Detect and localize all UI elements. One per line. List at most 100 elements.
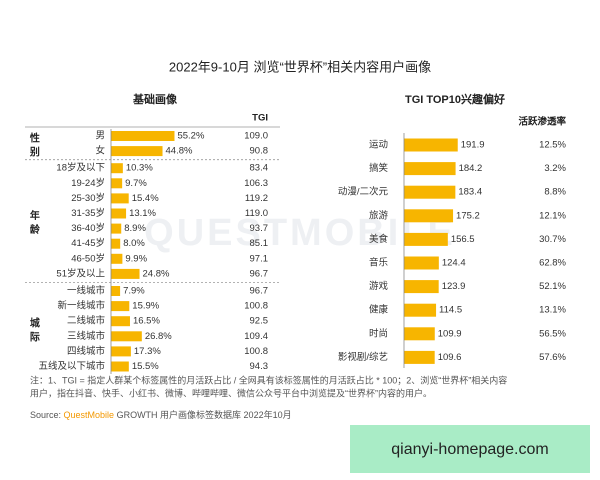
- bar: [111, 131, 175, 141]
- value-label: 191.9: [461, 140, 485, 151]
- panel-title: 基础画像: [132, 92, 178, 106]
- category-label: 美食: [369, 233, 389, 245]
- bar: [111, 331, 142, 342]
- rate-label: 30.7%: [539, 234, 566, 245]
- value-label: 184.2: [459, 163, 483, 174]
- bar: [404, 209, 454, 223]
- bar: [404, 138, 458, 152]
- tgi-value: 109.0: [244, 131, 268, 142]
- category-label: 41-45岁: [71, 237, 105, 249]
- bar: [404, 256, 439, 270]
- bar: [111, 223, 122, 234]
- group-label: 城际: [27, 317, 39, 346]
- value-label: 15.4%: [132, 193, 159, 204]
- value-label: 15.9%: [132, 301, 159, 312]
- bar: [404, 327, 435, 341]
- badge-box: [350, 425, 590, 473]
- tgi-value: 92.5: [250, 316, 269, 327]
- category-label: 19-24岁: [71, 177, 105, 189]
- value-label: 156.5: [451, 234, 475, 245]
- value-label: 24.8%: [143, 268, 170, 279]
- category-label: 男: [95, 131, 105, 142]
- value-label: 8.0%: [123, 238, 145, 249]
- bar: [111, 346, 131, 357]
- tgi-value: 100.8: [244, 301, 268, 312]
- value-label: 17.3%: [134, 346, 161, 357]
- bar: [111, 253, 123, 264]
- tgi-value: 83.4: [250, 163, 269, 174]
- bar: [404, 162, 456, 176]
- bar: [111, 238, 121, 249]
- rate-label: 12.5%: [539, 140, 566, 151]
- note-line: 注：1、TGI = 指定人群某个标签属性的月活跃占比 / 全网具有该标签属性的月…: [30, 374, 507, 385]
- value-label: 10.3%: [126, 163, 153, 174]
- bar: [111, 301, 130, 312]
- tgi-value: 90.8: [250, 146, 269, 157]
- category-label: 36-40岁: [71, 222, 105, 234]
- group-label: 性别: [27, 131, 40, 160]
- category-label: 18岁及以下: [56, 162, 105, 174]
- source-text: GROWTH 用户画像标签数据库 2022年10月: [114, 409, 292, 420]
- rate-label: 12.1%: [539, 210, 566, 221]
- bar: [111, 316, 130, 327]
- bar: [111, 163, 123, 174]
- category-label: 时尚: [369, 327, 388, 339]
- value-label: 15.5%: [132, 361, 159, 372]
- value-label: 26.8%: [145, 331, 172, 342]
- bar: [111, 286, 121, 296]
- panel-title: TGI TOP10兴趣偏好: [405, 92, 505, 106]
- bar: [111, 208, 127, 219]
- value-label: 124.4: [442, 258, 466, 269]
- rate-label: 57.6%: [539, 352, 566, 363]
- bar: [111, 193, 129, 204]
- value-label: 114.5: [439, 305, 462, 316]
- bar: [404, 303, 437, 317]
- category-label: 四线城市: [67, 345, 106, 357]
- tgi-value: 100.8: [244, 346, 268, 357]
- page-title: 2022年9-10月 浏览“世界杯”相关内容用户画像: [169, 59, 431, 74]
- rate-label: 8.8%: [544, 187, 566, 198]
- category-label: 搞笑: [369, 162, 389, 174]
- value-label: 9.7%: [125, 178, 147, 189]
- tgi-value: 97.1: [250, 253, 269, 264]
- column-header: 活跃渗透率: [518, 116, 566, 128]
- group-label: 年龄: [27, 209, 39, 238]
- rate-label: 56.5%: [539, 328, 566, 339]
- category-label: 动漫/二次元: [338, 186, 389, 198]
- watermark: QUESTMOBILE: [144, 212, 456, 254]
- category-label: 游戏: [369, 280, 389, 292]
- source-brand: QuestMobile: [64, 410, 115, 420]
- category-label: 25-30岁: [71, 192, 105, 204]
- bar: [404, 350, 435, 364]
- category-label: 音乐: [369, 257, 389, 269]
- tgi-value: 109.4: [244, 331, 268, 342]
- rate-label: 13.1%: [539, 305, 566, 316]
- tgi-value: 119.2: [245, 193, 268, 204]
- category-label: 新一线城市: [57, 300, 105, 312]
- category-label: 三线城市: [67, 330, 106, 342]
- tgi-value: 93.7: [250, 223, 269, 234]
- value-label: 183.4: [458, 187, 482, 198]
- tgi-value: 96.7: [250, 286, 269, 297]
- rate-label: 3.2%: [544, 163, 566, 174]
- tgi-value: 96.7: [250, 268, 269, 279]
- bar: [111, 178, 123, 189]
- bar: [111, 268, 140, 279]
- category-label: 31-35岁: [71, 207, 105, 219]
- category-label: 46-50岁: [71, 252, 105, 264]
- bar: [111, 146, 163, 157]
- tgi-value: 106.3: [244, 178, 268, 189]
- bar: [404, 232, 448, 246]
- category-label: 二线城市: [67, 315, 106, 327]
- value-label: 13.1%: [129, 208, 156, 219]
- source-label: Source:: [30, 410, 64, 420]
- category-label: 旅游: [369, 209, 389, 221]
- tgi-value: 119.0: [245, 208, 268, 219]
- tgi-value: 85.1: [250, 238, 269, 249]
- category-label: 女: [95, 145, 105, 157]
- value-label: 123.9: [442, 281, 466, 292]
- tgi-value: 94.3: [250, 361, 269, 372]
- badge-text: qianyi-homepage.com: [391, 441, 548, 458]
- note-line: 用户，指在抖音、快手、小红书、微博、哔哩哔哩、微信公众号平台中浏览提及“世界杯”…: [30, 387, 432, 398]
- source: Source: QuestMobile GROWTH 用户画像标签数据库 202…: [30, 409, 292, 420]
